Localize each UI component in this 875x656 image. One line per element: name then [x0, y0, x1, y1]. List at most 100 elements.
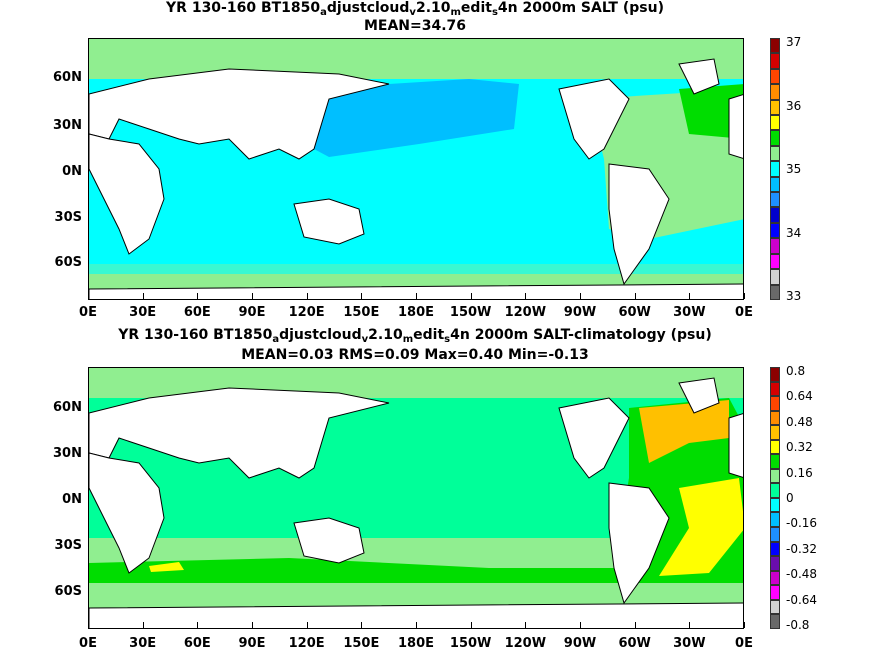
bottom-north-atlantic-high: [639, 400, 729, 463]
top-lat-60n: 60N: [53, 70, 82, 85]
colorbar-swatch: [770, 176, 780, 193]
colorbar-label: 0.16: [786, 465, 813, 480]
colorbar-swatch: [770, 145, 780, 162]
lon-tick: [634, 622, 636, 628]
lon-tick: [416, 293, 417, 299]
colorbar-swatch: [770, 68, 780, 85]
lon-label: 0E: [735, 305, 753, 320]
lon-label: 0E: [735, 636, 753, 651]
colorbar-swatch: [770, 410, 780, 426]
top-north-pacific-zone: [314, 79, 519, 157]
bottom-southern-patch: [149, 562, 184, 572]
lon-tick: [306, 622, 308, 628]
colorbar-label: 37: [786, 35, 802, 49]
top-lat-60s: 60S: [54, 255, 82, 270]
lon-label: 90E: [238, 305, 266, 320]
top-land: [89, 58, 743, 299]
lon-label: 90W: [563, 636, 597, 651]
top-colorbar: [770, 38, 780, 300]
colorbar-swatch: [770, 84, 780, 100]
colorbar-swatch: [770, 269, 780, 285]
colorbar-label: 0.64: [786, 389, 813, 404]
top-arctic-zone: [89, 39, 743, 79]
top-lat-30n: 30N: [53, 118, 82, 133]
lon-label: 150W: [449, 636, 492, 651]
colorbar-swatch: [770, 161, 780, 177]
lon-label: 180E: [397, 636, 435, 651]
lon-tick: [197, 622, 199, 628]
bottom-south-atlantic-high: [659, 478, 743, 576]
lon-label: 90E: [238, 636, 266, 651]
colorbar-label: -0.8: [786, 618, 810, 632]
lon-tick: [580, 293, 581, 299]
bottom-lat-30n: 30N: [53, 446, 82, 461]
lon-label: 150W: [449, 305, 492, 320]
colorbar-swatch: [770, 53, 780, 69]
lon-label: 180E: [397, 305, 435, 320]
lon-tick: [252, 293, 253, 299]
lon-label: 0E: [79, 636, 97, 651]
bottom-lat-60s: 60S: [54, 584, 82, 599]
lon-label: 30W: [673, 636, 706, 651]
lon-tick: [197, 293, 199, 299]
lon-tick: [525, 293, 527, 299]
lon-tick: [470, 622, 472, 628]
colorbar-label: -0.64: [786, 592, 818, 607]
colorbar-swatch: [770, 284, 780, 300]
lon-tick: [580, 622, 581, 628]
lon-tick: [252, 622, 253, 628]
bottom-subtitle: MEAN=0.03 RMS=0.09 Max=0.40 Min=-0.13: [241, 347, 589, 363]
colorbar-label: 36: [786, 98, 802, 113]
colorbar-swatch: [770, 253, 780, 270]
colorbar-swatch: [770, 454, 780, 469]
colorbar-swatch: [770, 570, 780, 586]
lon-tick: [142, 622, 144, 628]
colorbar-swatch: [770, 483, 780, 498]
colorbar-swatch: [770, 192, 780, 208]
lon-tick: [689, 622, 691, 628]
bottom-land: [89, 377, 743, 628]
lon-label: 60W: [618, 305, 651, 320]
colorbar-swatch: [770, 512, 780, 528]
lon-tick: [634, 293, 636, 299]
colorbar-swatch: [770, 614, 780, 629]
top-north-atlantic-zone: [679, 84, 743, 139]
bottom-southern-band: [89, 558, 743, 583]
colorbar-swatch: [770, 367, 780, 382]
lon-tick: [306, 293, 308, 299]
lon-tick: [361, 622, 363, 628]
top-southern-band: [89, 234, 743, 274]
colorbar-label: 0.32: [786, 440, 813, 455]
colorbar-swatch: [770, 222, 780, 239]
top-subtitle: MEAN=34.76: [363, 18, 467, 34]
colorbar-swatch: [770, 497, 780, 513]
lon-label: 0E: [79, 305, 97, 320]
colorbar-label: -0.32: [786, 541, 818, 556]
colorbar-label: 0.8: [786, 364, 806, 378]
colorbar-label: 0.48: [786, 414, 813, 429]
colorbar-label: 0: [786, 491, 794, 505]
lon-label: 150E: [343, 636, 380, 651]
lon-tick: [416, 622, 417, 628]
colorbar-swatch: [770, 38, 780, 54]
bottom-map-canvas: [89, 368, 743, 628]
colorbar-label: 33: [786, 289, 802, 303]
bottom-lat-0n: 0N: [62, 492, 82, 507]
lon-label: 60E: [183, 305, 211, 320]
lon-label: 90W: [563, 305, 597, 320]
colorbar-label: -0.16: [786, 516, 818, 531]
lon-tick: [744, 622, 745, 628]
lon-label: 30E: [129, 305, 157, 320]
bottom-lat-60n: 60N: [53, 400, 82, 415]
colorbar-label: 35: [786, 162, 802, 176]
lon-tick: [470, 293, 472, 299]
colorbar-label: -0.48: [786, 567, 818, 582]
colorbar-swatch: [770, 396, 780, 411]
lon-label: 120E: [288, 305, 325, 320]
top-lat-0n: 0N: [62, 164, 82, 179]
colorbar-swatch: [770, 556, 780, 571]
colorbar-swatch: [770, 130, 780, 146]
lon-label: 30E: [129, 636, 157, 651]
lon-label: 150E: [343, 305, 380, 320]
colorbar-swatch: [770, 115, 780, 131]
